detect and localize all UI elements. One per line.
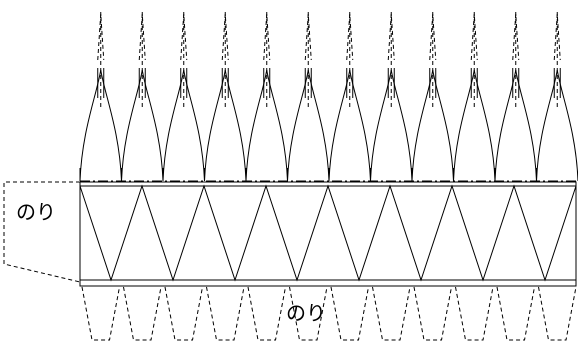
glue-tab [123,286,162,341]
petal-outline [328,69,371,182]
glue-tab [164,286,203,341]
stem-tip [387,13,395,61]
petal-outline [245,69,288,182]
glue-tab [81,286,120,341]
glue-tab [247,286,286,341]
petal-outline [287,69,330,182]
stem-tip [470,13,478,61]
zigzag-pattern [79,184,577,282]
stem-tip [512,13,520,61]
glue-tab [496,286,535,341]
glue-tab [289,286,328,341]
stem-tip [221,13,229,61]
left-glue-flap [3,181,81,283]
stem-tip [180,13,188,61]
petal-strip [287,12,330,182]
petal-outline [536,69,578,182]
petal-outline [204,69,247,182]
petal-strip [204,12,247,182]
petal-outline [411,69,454,182]
glue-tab [455,286,494,341]
zigzag-line [79,184,577,282]
glue-tab [206,286,245,341]
glue-tab [330,286,369,341]
petal-outline [370,69,413,182]
glue-label-left: のり [16,200,56,224]
petal-outline [162,69,205,182]
petal-outline [494,69,537,182]
stem-tip [553,13,561,61]
petal-strip [453,12,496,182]
petal-outline [79,69,122,182]
petal-strip [370,12,413,182]
petal-strip [245,12,288,182]
glue-tab [538,286,577,341]
petal-strip [162,12,205,182]
glue-label-bottom: のり [286,301,326,325]
petal-strip [494,12,537,182]
stem-tip [429,13,437,61]
glue-tab [413,286,452,341]
stem-tip [138,13,146,61]
stem-tip [97,13,105,61]
main-band-outline [79,181,577,287]
petal-strip [121,12,164,182]
petal-strip [411,12,454,182]
glue-tab [372,286,411,341]
petal-outline [453,69,496,182]
stem-tip [304,13,312,61]
stem-tip [263,13,271,61]
petal-strip [79,12,122,182]
petal-strips [79,12,578,182]
stem-tip [346,13,354,61]
petal-outline [121,69,164,182]
petal-strip [536,12,578,182]
bottom-glue-tabs [81,286,577,341]
petal-strip [328,12,371,182]
